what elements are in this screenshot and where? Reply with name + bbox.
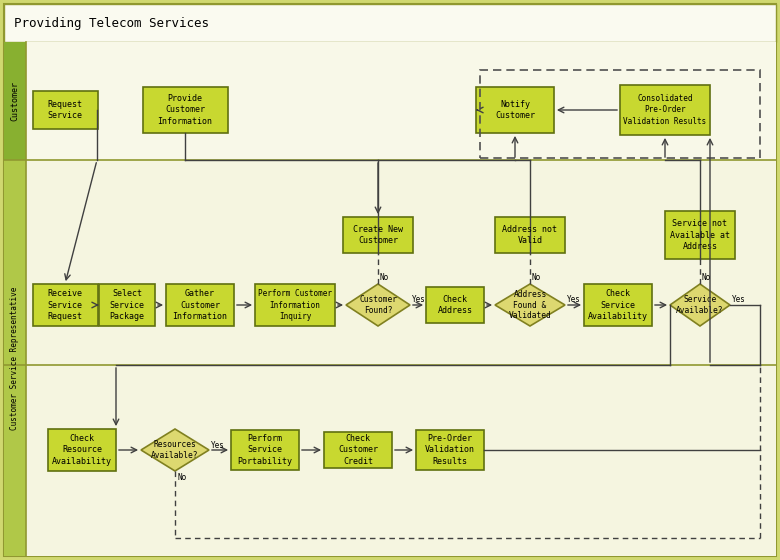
FancyBboxPatch shape — [99, 284, 155, 326]
FancyBboxPatch shape — [255, 284, 335, 326]
FancyBboxPatch shape — [26, 42, 776, 160]
Polygon shape — [495, 284, 565, 326]
Text: Customer
Found?: Customer Found? — [359, 295, 397, 315]
Text: Receive
Service
Request: Receive Service Request — [48, 290, 83, 320]
FancyBboxPatch shape — [33, 91, 98, 129]
FancyBboxPatch shape — [495, 217, 565, 253]
FancyBboxPatch shape — [4, 42, 26, 160]
Text: Customer: Customer — [10, 81, 20, 121]
FancyBboxPatch shape — [4, 4, 776, 556]
FancyBboxPatch shape — [324, 432, 392, 468]
FancyBboxPatch shape — [4, 4, 776, 42]
Text: Request
Service: Request Service — [48, 100, 83, 120]
Text: No: No — [177, 474, 186, 483]
FancyBboxPatch shape — [26, 365, 776, 556]
FancyBboxPatch shape — [665, 211, 735, 259]
Text: Service
Available?: Service Available? — [676, 295, 724, 315]
Polygon shape — [141, 429, 209, 471]
Text: Check
Resource
Availability: Check Resource Availability — [52, 435, 112, 465]
Text: Consolidated
Pre-Order
Validation Results: Consolidated Pre-Order Validation Result… — [623, 95, 707, 125]
Text: Check
Customer
Credit: Check Customer Credit — [338, 435, 378, 465]
Text: Check
Address: Check Address — [438, 295, 473, 315]
Text: Yes: Yes — [412, 296, 426, 305]
FancyBboxPatch shape — [26, 160, 776, 365]
Text: Address not
Valid: Address not Valid — [502, 225, 558, 245]
Text: Address
Found &
Validated: Address Found & Validated — [509, 290, 551, 320]
Text: Select
Service
Package: Select Service Package — [109, 290, 144, 320]
Text: Yes: Yes — [567, 296, 581, 305]
FancyBboxPatch shape — [416, 430, 484, 470]
Text: Gather
Customer
Information: Gather Customer Information — [172, 290, 228, 320]
FancyBboxPatch shape — [48, 429, 116, 471]
Text: Resources
Available?: Resources Available? — [151, 440, 199, 460]
FancyBboxPatch shape — [4, 160, 26, 556]
FancyBboxPatch shape — [584, 284, 652, 326]
Polygon shape — [670, 284, 730, 326]
Text: Check
Service
Availability: Check Service Availability — [588, 290, 648, 320]
Text: No: No — [702, 273, 711, 282]
Text: Perform Customer
Information
Inquiry: Perform Customer Information Inquiry — [258, 290, 332, 320]
Polygon shape — [346, 284, 410, 326]
Text: Customer Service Representative: Customer Service Representative — [10, 286, 20, 430]
Text: Pre-Order
Validation
Results: Pre-Order Validation Results — [425, 435, 475, 465]
Text: Providing Telecom Services: Providing Telecom Services — [14, 16, 209, 30]
Text: Service not
Available at
Address: Service not Available at Address — [670, 220, 730, 251]
Text: No: No — [380, 273, 389, 282]
FancyBboxPatch shape — [166, 284, 234, 326]
FancyBboxPatch shape — [476, 87, 554, 133]
Text: Create New
Customer: Create New Customer — [353, 225, 403, 245]
FancyBboxPatch shape — [343, 217, 413, 253]
Text: Notify
Customer: Notify Customer — [495, 100, 535, 120]
FancyBboxPatch shape — [33, 284, 98, 326]
Text: Yes: Yes — [211, 441, 225, 450]
Text: Yes: Yes — [732, 296, 746, 305]
FancyBboxPatch shape — [231, 430, 299, 470]
FancyBboxPatch shape — [143, 87, 228, 133]
Text: Perform
Service
Portability: Perform Service Portability — [237, 435, 292, 465]
FancyBboxPatch shape — [426, 287, 484, 323]
Text: No: No — [532, 273, 541, 282]
FancyBboxPatch shape — [620, 85, 710, 135]
Text: Provide
Customer
Information: Provide Customer Information — [158, 95, 212, 125]
